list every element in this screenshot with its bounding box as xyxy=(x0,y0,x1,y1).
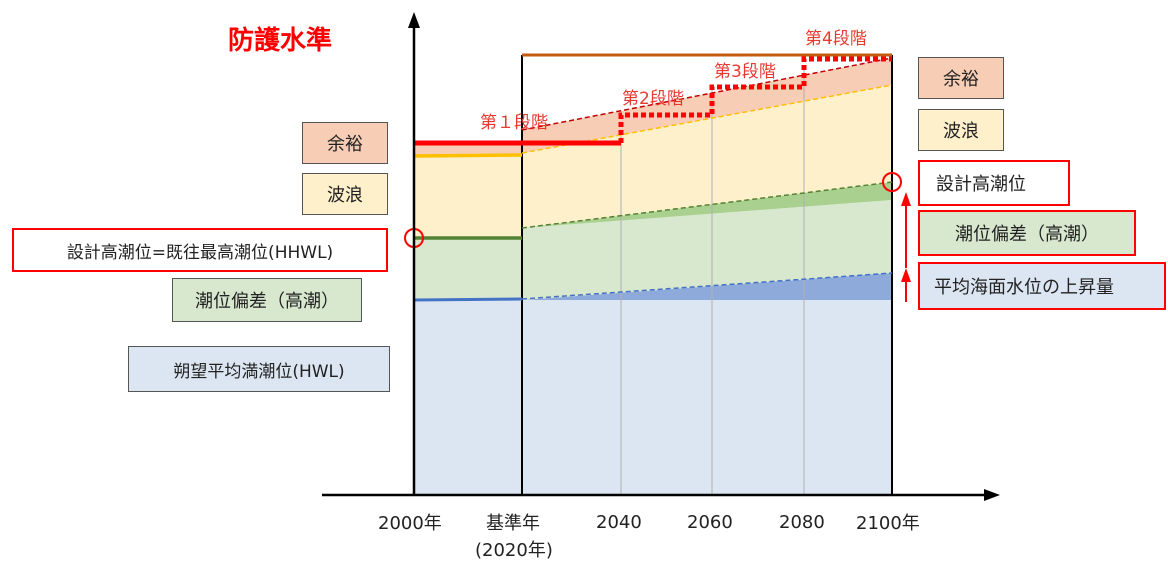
wave-area-early xyxy=(414,156,522,238)
xtick-2000: 2000年 xyxy=(378,513,442,534)
rise-arrow-upper-head xyxy=(901,192,911,206)
x-axis-arrow xyxy=(984,489,1000,501)
xtick-2100: 2100年 xyxy=(856,513,920,534)
left-hwl-label: 朔望平均満潮位(HWL) xyxy=(128,346,390,392)
y-axis-arrow xyxy=(408,12,420,28)
margin-rise-dashed xyxy=(521,57,893,131)
surge-area-late xyxy=(522,200,892,300)
surge-area-early xyxy=(414,238,522,300)
right-margin-label: 余裕 xyxy=(918,57,1004,99)
stage1-label: 第１段階 xyxy=(480,113,548,133)
chart-title: 防護水準 xyxy=(228,26,333,56)
right-sea-level-rise-label: 平均海面水位の上昇量 xyxy=(918,262,1166,310)
hwl-area xyxy=(414,300,892,495)
margin-area-late xyxy=(522,58,892,153)
left-margin-label: 余裕 xyxy=(302,122,388,164)
hwl-rise-dashed xyxy=(521,272,893,300)
hwl-line xyxy=(413,297,523,302)
stage2-label: 第2段階 xyxy=(622,89,684,109)
stage3-label: 第3段階 xyxy=(714,62,776,82)
left-design-tide-label: 設計高潮位=既往最高潮位(HHWL) xyxy=(12,228,388,272)
wave-line xyxy=(413,153,523,158)
stage4-label: 第4段階 xyxy=(805,29,867,49)
wave-rise-dashed xyxy=(521,84,893,154)
margin-area-early xyxy=(414,143,522,156)
xtick-2040: 2040 xyxy=(596,512,642,533)
design-tide-marker-right xyxy=(882,172,902,192)
rise-arrow-lower-head xyxy=(901,268,911,282)
design-tide-rise-dashed xyxy=(521,181,893,229)
right-surge-label: 潮位偏差（高潮） xyxy=(918,210,1136,256)
right-wave-label: 波浪 xyxy=(918,109,1004,151)
left-wave-label: 波浪 xyxy=(302,173,388,215)
xtick-base: 基準年 xyxy=(486,513,540,534)
left-surge-label: 潮位偏差（高潮） xyxy=(172,278,362,322)
xtick-base-sub: (2020年) xyxy=(475,540,553,561)
stage-steps-line xyxy=(618,56,892,143)
right-design-tide-label: 設計高潮位 xyxy=(918,160,1070,206)
wave-area-late xyxy=(522,85,892,228)
xtick-2080: 2080 xyxy=(779,512,825,533)
xtick-2060: 2060 xyxy=(687,512,733,533)
